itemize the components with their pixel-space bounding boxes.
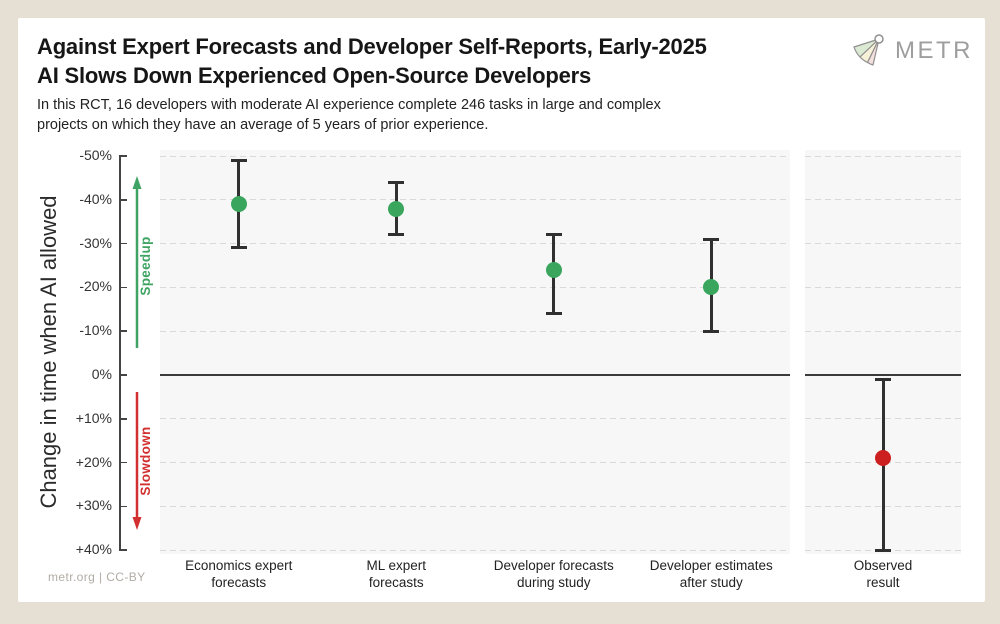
gridline — [160, 462, 790, 464]
data-point — [545, 261, 562, 278]
error-bar-cap — [230, 158, 247, 162]
y-axis-line — [119, 156, 121, 551]
gridline — [805, 199, 961, 201]
metr-logo-icon — [853, 34, 884, 66]
x-category-label: Observed result — [853, 558, 913, 590]
y-tick-label: -40% — [79, 190, 112, 207]
gridline — [160, 549, 790, 551]
gridline — [160, 418, 790, 420]
chart-title-line1: Against Expert Forecasts and Developer S… — [37, 34, 707, 59]
y-tick-label: -10% — [79, 322, 112, 339]
metr-logo: METR — [850, 34, 973, 68]
error-bar-cap — [388, 180, 405, 184]
y-tick — [119, 330, 127, 332]
gridline — [160, 330, 790, 332]
data-point — [388, 200, 405, 217]
zero-line — [160, 374, 790, 376]
error-bar-cap — [545, 312, 562, 316]
speedup-arrow — [132, 176, 142, 348]
chart-subtitle-line1: In this RCT, 16 developers with moderate… — [37, 97, 661, 113]
x-category-label: Developer estimates after study — [649, 558, 773, 590]
gridline — [805, 155, 961, 157]
metr-logo-text: METR — [895, 37, 973, 64]
error-bar-cap — [230, 246, 247, 250]
data-point — [703, 279, 720, 296]
slowdown-arrow — [132, 392, 142, 530]
y-tick-label: 0% — [91, 366, 112, 382]
y-tick-label: -20% — [79, 278, 112, 295]
plot-area: -50% -40% -30% -20% -10% 0% +10% +20% +30% +40% Ec… — [18, 18, 985, 602]
error-bar-cap — [703, 329, 720, 333]
zero-line — [805, 374, 961, 376]
y-tick — [119, 461, 127, 464]
y-tick-label: +40% — [75, 541, 112, 558]
error-bar-cap — [875, 377, 891, 381]
chart-title-line2: AI Slows Down Experienced Open-Source De… — [37, 63, 591, 88]
gridline — [160, 243, 790, 245]
y-tick — [119, 199, 127, 201]
y-tick — [119, 155, 127, 157]
gridline — [160, 155, 790, 157]
chart-subtitle-line2: projects on which they have an average o… — [37, 117, 489, 133]
gridline — [160, 199, 790, 201]
attribution: metr.org | CC-BY — [48, 570, 146, 584]
error-bar-cap — [545, 233, 562, 237]
error-bar-cap — [875, 548, 891, 552]
error-bar-cap — [388, 233, 405, 237]
chart-subtitle: In this RCT, 16 developers with moderate… — [37, 95, 661, 135]
gridline — [160, 286, 790, 288]
gridline — [805, 243, 961, 245]
y-tick-label: -30% — [79, 234, 112, 251]
data-point — [875, 450, 891, 467]
gridline — [805, 286, 961, 288]
y-tick — [119, 418, 127, 420]
chart-card: Against Expert Forecasts and Developer S… — [18, 18, 985, 602]
y-tick-label: +10% — [75, 409, 112, 426]
y-tick — [119, 242, 127, 245]
plot-panel-left — [160, 150, 790, 554]
direction-arrows — [132, 176, 142, 530]
y-tick — [119, 549, 127, 551]
data-point — [230, 196, 247, 213]
x-category-label: Economics expert forecasts — [185, 558, 293, 590]
y-tick-label: -50% — [79, 147, 112, 163]
gridline — [805, 330, 961, 332]
y-tick — [119, 374, 127, 376]
y-tick — [119, 286, 127, 289]
y-tick-label: +30% — [75, 497, 112, 514]
y-tick-label: +20% — [75, 453, 112, 470]
x-category-label: ML expert forecasts — [366, 558, 427, 590]
x-category-label: Developer forecasts during study — [493, 558, 614, 590]
error-bar-cap — [703, 237, 720, 241]
y-tick — [119, 505, 127, 508]
chart-title: Against Expert Forecasts and Developer S… — [37, 32, 707, 90]
gridline — [160, 505, 790, 507]
